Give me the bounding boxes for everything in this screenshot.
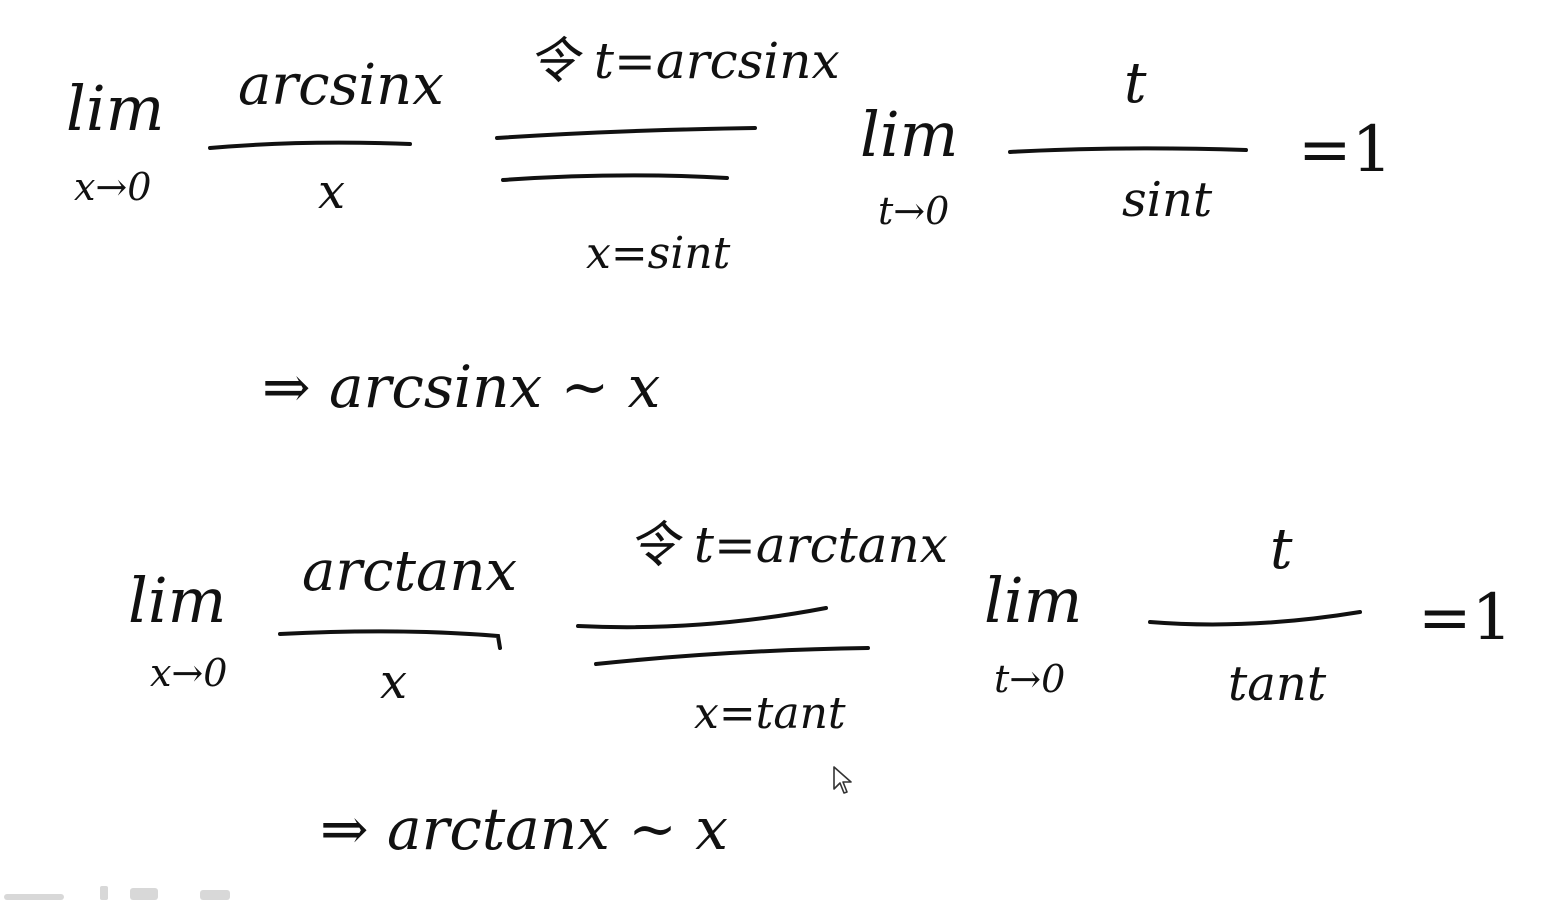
substitution-note: 令 t=arctanx [628,516,948,574]
watermark-smudge [4,886,230,900]
substitution-line-bottom [594,646,870,666]
substitution-line-bottom [501,173,729,182]
fraction-numerator: arcsinx [238,53,444,118]
limit-result: =1 [1418,581,1513,655]
fraction-numerator: t [1270,517,1293,582]
equivalence-conclusion: ⇒ arcsinx ~ x [262,353,661,421]
substitution-line-top [495,126,757,140]
limit-subscript: x→0 [150,651,228,695]
substitution-line-top [576,606,828,630]
fraction-bar [1008,146,1248,154]
limit-label: lim [860,98,959,171]
fraction-bar [278,629,502,650]
limit-subscript: x→0 [74,165,152,209]
substitution-inverse: x=tant [694,688,846,739]
substitution-inverse: x=sint [586,228,731,279]
fraction-denominator: x [318,164,346,220]
fraction-denominator: x [380,654,408,710]
fraction-numerator: t [1124,51,1147,116]
fraction-numerator: arctanx [302,539,518,604]
equivalence-conclusion: ⇒ arctanx ~ x [320,795,728,863]
fraction-bar [1148,610,1362,627]
limit-subscript: t→0 [878,189,950,233]
fraction-bar [208,140,412,150]
fraction-denominator: sint [1122,172,1213,228]
fraction-denominator: tant [1228,656,1327,712]
substitution-note: 令 t=arcsinx [528,32,840,90]
limit-label: lim [128,564,227,637]
limit-subscript: t→0 [994,657,1066,701]
limit-label: lim [66,72,165,145]
limit-label: lim [984,564,1083,637]
limit-result: =1 [1298,113,1393,187]
mouse-pointer-icon [833,766,852,794]
